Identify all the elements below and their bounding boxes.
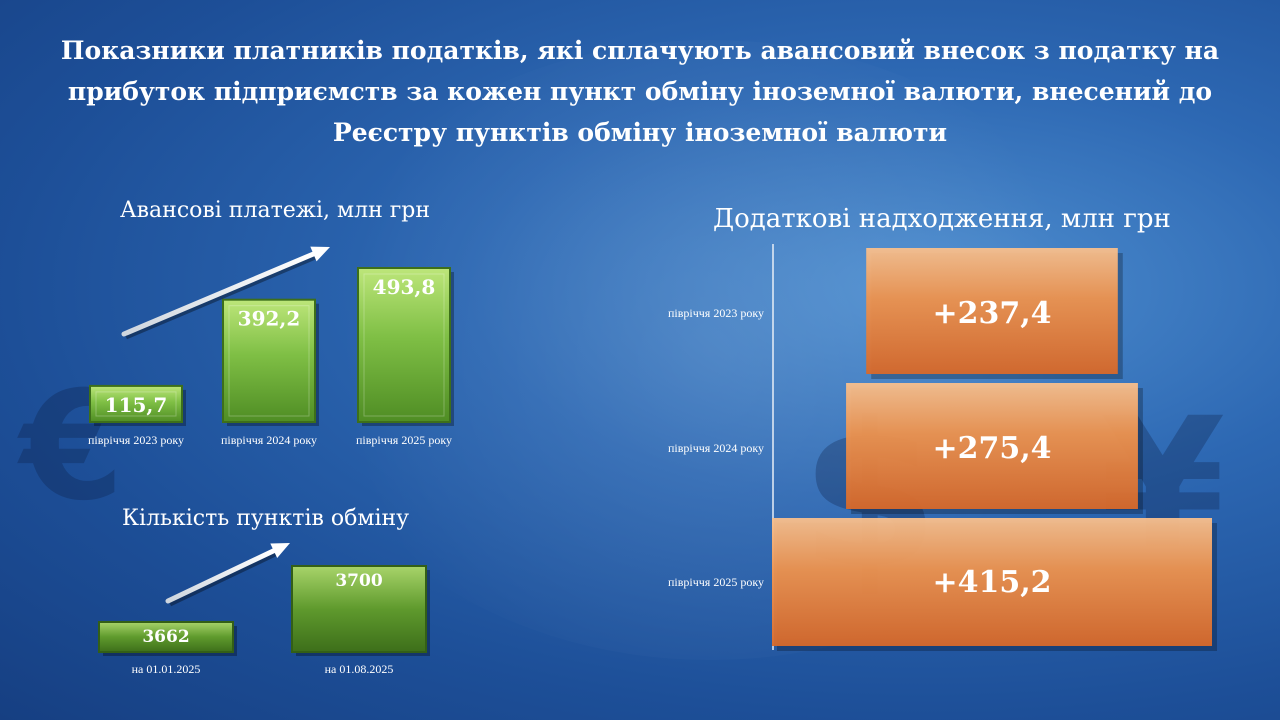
advance-payment-period-label: півріччя 2024 року (221, 433, 317, 447)
exchange-points-value: 3700 (335, 571, 382, 591)
additional-revenue-value: +237,4 (932, 296, 1051, 331)
advance-payment-period-label: півріччя 2025 року (356, 433, 452, 447)
additional-revenue-bar (846, 383, 1138, 509)
exchange-points-bar (291, 565, 427, 653)
additional-revenue-chart-title: Додаткові надходження, млн грн (713, 204, 1171, 234)
additional-revenue-value: +415,2 (932, 565, 1051, 600)
advance-payment-value: 392,2 (238, 307, 301, 331)
additional-revenue-period-label: півріччя 2024 року (668, 441, 764, 455)
exchange-points-date-label: на 01.08.2025 (325, 662, 394, 676)
exchange-points-bar (98, 621, 234, 653)
additional-revenue-period-label: півріччя 2025 року (668, 575, 764, 589)
exchange-points-date-label: на 01.01.2025 (132, 662, 201, 676)
advance-payment-bar (89, 384, 183, 423)
exchange-points-chart-title: Кількість пунктів обміну (122, 506, 410, 531)
advance-payments-chart-title: Авансові платежі, млн грн (120, 198, 431, 223)
advance-payment-value: 493,8 (373, 275, 436, 299)
trend-arrow-advance-payments (121, 246, 330, 340)
trend-arrow-exchange-points (165, 543, 290, 607)
advance-payment-bar (222, 298, 316, 423)
advance-payment-period-label: півріччя 2023 року (88, 433, 184, 447)
additional-revenue-period-label: півріччя 2023 року (668, 306, 764, 320)
additional-revenue-bar (772, 518, 1212, 646)
additional-revenue-value: +275,4 (932, 431, 1051, 466)
advance-payment-value: 115,7 (105, 393, 168, 417)
page-title: Показники платників податків, які сплачу… (60, 36, 1220, 147)
exchange-points-value: 3662 (142, 627, 189, 647)
additional-revenue-bar (866, 248, 1118, 374)
advance-payment-bar (357, 267, 451, 423)
